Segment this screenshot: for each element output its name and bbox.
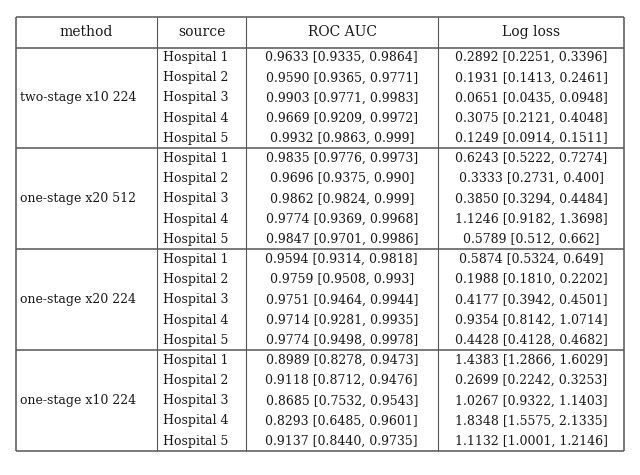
Text: Log loss: Log loss — [502, 25, 560, 39]
Text: one-stage x20 224: one-stage x20 224 — [20, 294, 136, 306]
Text: 0.9118 [0.8712, 0.9476]: 0.9118 [0.8712, 0.9476] — [266, 374, 418, 387]
Text: Hospital 3: Hospital 3 — [163, 192, 228, 205]
Text: 0.5789 [0.512, 0.662]: 0.5789 [0.512, 0.662] — [463, 233, 600, 246]
Text: 0.8989 [0.8278, 0.9473]: 0.8989 [0.8278, 0.9473] — [266, 354, 418, 367]
Text: Hospital 2: Hospital 2 — [163, 71, 228, 84]
Text: 0.9903 [0.9771, 0.9983]: 0.9903 [0.9771, 0.9983] — [266, 92, 418, 104]
Text: 0.9633 [0.9335, 0.9864]: 0.9633 [0.9335, 0.9864] — [266, 51, 418, 64]
Text: one-stage x20 512: one-stage x20 512 — [20, 192, 136, 205]
Text: 0.2699 [0.2242, 0.3253]: 0.2699 [0.2242, 0.3253] — [455, 374, 607, 387]
Text: 0.5874 [0.5324, 0.649]: 0.5874 [0.5324, 0.649] — [459, 253, 604, 266]
Text: 0.9594 [0.9314, 0.9818]: 0.9594 [0.9314, 0.9818] — [266, 253, 418, 266]
Text: 0.8293 [0.6485, 0.9601]: 0.8293 [0.6485, 0.9601] — [266, 415, 418, 428]
Text: Hospital 2: Hospital 2 — [163, 374, 228, 387]
Text: Hospital 5: Hospital 5 — [163, 132, 228, 145]
Text: Hospital 4: Hospital 4 — [163, 415, 228, 428]
Text: Hospital 3: Hospital 3 — [163, 294, 228, 306]
Text: 0.9847 [0.9701, 0.9986]: 0.9847 [0.9701, 0.9986] — [266, 233, 418, 246]
Text: 0.9751 [0.9464, 0.9944]: 0.9751 [0.9464, 0.9944] — [266, 294, 418, 306]
Text: Hospital 1: Hospital 1 — [163, 354, 228, 367]
Text: 0.9590 [0.9365, 0.9771]: 0.9590 [0.9365, 0.9771] — [266, 71, 418, 84]
Text: method: method — [60, 25, 113, 39]
Text: 0.9774 [0.9369, 0.9968]: 0.9774 [0.9369, 0.9968] — [266, 213, 418, 226]
Text: 0.4428 [0.4128, 0.4682]: 0.4428 [0.4128, 0.4682] — [455, 334, 607, 347]
Text: 0.9354 [0.8142, 1.0714]: 0.9354 [0.8142, 1.0714] — [455, 314, 607, 326]
Text: source: source — [178, 25, 225, 39]
Text: 0.1931 [0.1413, 0.2461]: 0.1931 [0.1413, 0.2461] — [454, 71, 608, 84]
Text: 0.3850 [0.3294, 0.4484]: 0.3850 [0.3294, 0.4484] — [455, 192, 607, 205]
Text: 0.9835 [0.9776, 0.9973]: 0.9835 [0.9776, 0.9973] — [266, 152, 418, 165]
Text: one-stage x10 224: one-stage x10 224 — [20, 394, 136, 407]
Text: Hospital 3: Hospital 3 — [163, 394, 228, 407]
Text: Hospital 5: Hospital 5 — [163, 334, 228, 347]
Text: Hospital 2: Hospital 2 — [163, 273, 228, 286]
Text: Hospital 4: Hospital 4 — [163, 213, 228, 226]
Text: 0.2892 [0.2251, 0.3396]: 0.2892 [0.2251, 0.3396] — [455, 51, 607, 64]
Text: 0.9696 [0.9375, 0.990]: 0.9696 [0.9375, 0.990] — [269, 172, 414, 185]
Text: Hospital 4: Hospital 4 — [163, 112, 228, 124]
Text: Hospital 1: Hospital 1 — [163, 51, 228, 64]
Text: 0.8685 [0.7532, 0.9543]: 0.8685 [0.7532, 0.9543] — [266, 394, 418, 407]
Text: Hospital 2: Hospital 2 — [163, 172, 228, 185]
Text: 0.9137 [0.8440, 0.9735]: 0.9137 [0.8440, 0.9735] — [266, 435, 418, 447]
Text: 0.1249 [0.0914, 0.1511]: 0.1249 [0.0914, 0.1511] — [455, 132, 607, 145]
Text: 1.1246 [0.9182, 1.3698]: 1.1246 [0.9182, 1.3698] — [455, 213, 607, 226]
Text: 0.9714 [0.9281, 0.9935]: 0.9714 [0.9281, 0.9935] — [266, 314, 418, 326]
Text: 1.1132 [1.0001, 1.2146]: 1.1132 [1.0001, 1.2146] — [454, 435, 608, 447]
Text: Hospital 5: Hospital 5 — [163, 233, 228, 246]
Text: 0.3075 [0.2121, 0.4048]: 0.3075 [0.2121, 0.4048] — [455, 112, 607, 124]
Text: Hospital 5: Hospital 5 — [163, 435, 228, 447]
Text: 0.9932 [0.9863, 0.999]: 0.9932 [0.9863, 0.999] — [269, 132, 414, 145]
Text: 0.1988 [0.1810, 0.2202]: 0.1988 [0.1810, 0.2202] — [455, 273, 607, 286]
Text: 1.4383 [1.2866, 1.6029]: 1.4383 [1.2866, 1.6029] — [455, 354, 607, 367]
Text: Hospital 1: Hospital 1 — [163, 152, 228, 165]
Text: 0.0651 [0.0435, 0.0948]: 0.0651 [0.0435, 0.0948] — [455, 92, 607, 104]
Text: Hospital 1: Hospital 1 — [163, 253, 228, 266]
Text: Hospital 4: Hospital 4 — [163, 314, 228, 326]
Text: two-stage x10 224: two-stage x10 224 — [20, 92, 136, 104]
Text: 0.4177 [0.3942, 0.4501]: 0.4177 [0.3942, 0.4501] — [455, 294, 607, 306]
Text: 1.0267 [0.9322, 1.1403]: 1.0267 [0.9322, 1.1403] — [455, 394, 607, 407]
Text: ROC AUC: ROC AUC — [308, 25, 377, 39]
Text: Hospital 3: Hospital 3 — [163, 92, 228, 104]
Text: 0.9669 [0.9209, 0.9972]: 0.9669 [0.9209, 0.9972] — [266, 112, 418, 124]
Text: 1.8348 [1.5575, 2.1335]: 1.8348 [1.5575, 2.1335] — [455, 415, 607, 428]
Text: 0.9862 [0.9824, 0.999]: 0.9862 [0.9824, 0.999] — [269, 192, 414, 205]
Text: 0.6243 [0.5222, 0.7274]: 0.6243 [0.5222, 0.7274] — [455, 152, 607, 165]
Text: 0.9759 [0.9508, 0.993]: 0.9759 [0.9508, 0.993] — [269, 273, 414, 286]
Text: 0.3333 [0.2731, 0.400]: 0.3333 [0.2731, 0.400] — [459, 172, 604, 185]
Text: 0.9774 [0.9498, 0.9978]: 0.9774 [0.9498, 0.9978] — [266, 334, 418, 347]
